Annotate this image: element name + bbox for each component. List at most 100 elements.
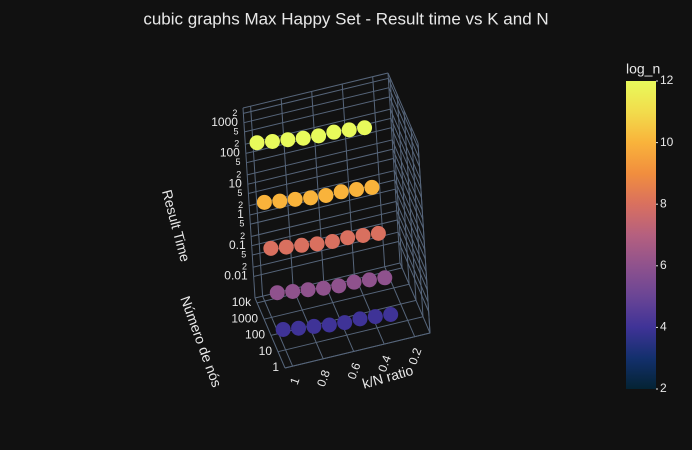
data-point: [324, 233, 340, 249]
data-point: [315, 280, 331, 296]
data-point: [321, 317, 337, 333]
data-point: [370, 225, 386, 241]
data-point: [309, 236, 325, 252]
z-tick-label: 2: [240, 231, 245, 241]
data-point: [357, 120, 373, 136]
data-point: [318, 187, 334, 203]
z-grid-line: [246, 127, 422, 198]
colorbar: [626, 81, 656, 389]
box-edge: [254, 297, 286, 369]
z-tick-label: 0.01: [224, 269, 248, 283]
data-point: [383, 306, 399, 322]
data-point: [361, 272, 377, 288]
data-point: [291, 320, 307, 336]
x-tick-label: 0.8: [314, 368, 333, 389]
z-tick-label: 5: [239, 219, 244, 229]
z-tick-label: 2: [232, 108, 237, 118]
z-grid-line: [247, 139, 423, 211]
z-tick-label: 100: [220, 146, 240, 160]
z-grid-line: [243, 87, 420, 158]
box-edge: [387, 72, 419, 144]
z-tick-label: 0.1: [229, 238, 246, 252]
data-point: [352, 311, 368, 327]
z-grid-line: [248, 157, 424, 229]
x-grid-line: [250, 106, 294, 367]
x-tick-label: 1: [287, 375, 303, 386]
z-grid-line: [253, 240, 430, 312]
data-point: [311, 128, 327, 144]
data-point: [326, 124, 342, 140]
z-tick-label: 1000: [211, 115, 238, 129]
y-tick-label: 10k: [232, 295, 252, 309]
data-point: [264, 133, 280, 149]
z-grid-line: [245, 108, 421, 180]
x-grid-line: [372, 76, 416, 337]
data-point: [337, 315, 353, 331]
colorbar-tick-label: 10: [660, 135, 674, 149]
data-point: [364, 179, 380, 195]
z-tick-label: 5: [235, 157, 240, 167]
data-point: [331, 278, 347, 294]
z-tick-label: 5: [237, 188, 242, 198]
z-tick-label: 2: [234, 139, 239, 149]
data-point: [249, 135, 265, 151]
z-grid-line: [250, 188, 426, 260]
colorbar-tick-label: 2: [660, 381, 667, 395]
z-grid-line: [252, 231, 429, 303]
data-point: [278, 239, 294, 255]
data-point: [263, 240, 279, 256]
y-tick-label: 1: [272, 360, 279, 374]
colorbar-tick-label: 4: [660, 320, 667, 334]
x-tick-label: 0.4: [375, 353, 394, 374]
data-point: [287, 191, 303, 207]
z-tick-label: 1: [237, 207, 244, 221]
box-edge: [399, 262, 431, 334]
data-point: [377, 270, 393, 286]
y-grid-line: [284, 142, 431, 369]
z-tick-label: 10: [228, 176, 242, 190]
x-tick-label: 0.2: [406, 346, 425, 367]
colorbar-tick-label: 6: [660, 258, 667, 272]
colorbar-tick-label: 8: [660, 196, 667, 210]
data-point: [303, 190, 319, 206]
y-tick-label: 1000: [231, 311, 258, 325]
data-point: [367, 309, 383, 325]
z-tick-label: 2: [238, 200, 243, 210]
z-grid-line: [251, 210, 428, 281]
data-point: [275, 321, 291, 337]
box-edge: [242, 107, 256, 299]
z-grid-line: [247, 148, 424, 220]
z-tick-label: 5: [241, 249, 246, 259]
data-point: [340, 230, 356, 246]
data-point: [272, 193, 288, 209]
data-point: [294, 237, 310, 253]
z-grid-line: [244, 96, 420, 168]
colorbar-title: log_n: [626, 61, 660, 77]
data-point: [349, 181, 365, 197]
colorbar-tick-label: 12: [660, 73, 674, 87]
data-point: [333, 184, 349, 200]
data-point: [295, 130, 311, 146]
y-grid-line: [263, 94, 410, 320]
data-point: [306, 318, 322, 334]
z-tick-label: 2: [236, 169, 241, 179]
data-point: [285, 283, 301, 299]
data-point: [269, 285, 285, 301]
y-tick-label: 10: [259, 344, 273, 358]
box-edge: [387, 72, 401, 264]
chart-title: cubic graphs Max Happy Set - Result time…: [143, 9, 548, 28]
z-tick-label: 5: [233, 126, 238, 136]
data-point: [280, 132, 296, 148]
z-grid-line: [243, 77, 419, 149]
z-grid-line: [250, 200, 427, 272]
x-tick-label: 0.6: [345, 360, 364, 381]
y-grid-line: [277, 126, 424, 353]
data-point: [300, 282, 316, 298]
data-point: [355, 227, 371, 243]
data-point: [341, 122, 357, 138]
data-point: [346, 274, 362, 290]
data-point: [256, 194, 272, 210]
z-tick-label: 2: [242, 262, 247, 272]
